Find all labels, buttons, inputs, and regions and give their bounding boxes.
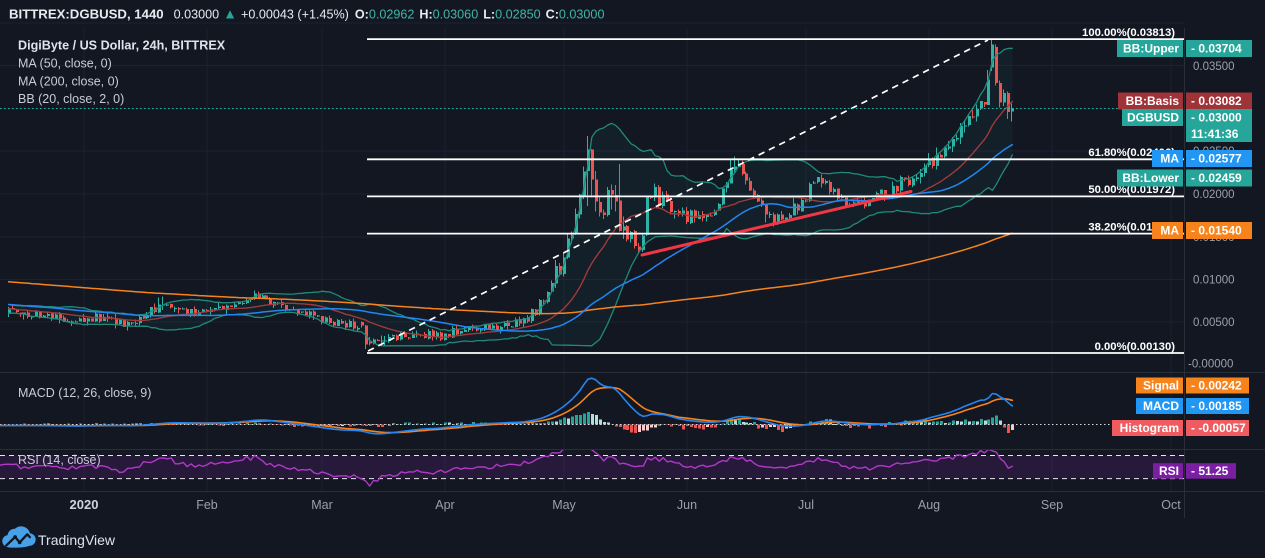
svg-text:- 0.02577: - 0.02577 [1191,152,1242,166]
svg-text:Jun: Jun [677,498,697,512]
svg-text:Signal: Signal [1143,379,1179,393]
svg-text:MA: MA [1160,152,1179,166]
svg-text:100.00%(0.03813): 100.00%(0.03813) [1082,27,1175,39]
svg-text:-0.00000: -0.00000 [1188,359,1233,371]
svg-text:11:41:36: 11:41:36 [1191,127,1239,141]
svg-text:- 0.03000: - 0.03000 [1191,111,1242,125]
svg-text:0.01000: 0.01000 [1193,275,1235,287]
svg-text:May: May [552,498,576,512]
svg-text:BB:Lower: BB:Lower [1122,171,1179,185]
svg-text:- 0.02459: - 0.02459 [1191,171,1242,185]
svg-text:0.00%(0.00130): 0.00%(0.00130) [1095,341,1176,353]
svg-text:0.03500: 0.03500 [1193,61,1235,73]
svg-text:0.00500: 0.00500 [1193,317,1235,329]
svg-text:- -0.00057: - -0.00057 [1191,421,1246,435]
svg-text:- 51.25: - 51.25 [1191,464,1229,478]
svg-text:50.00%(0.01972): 50.00%(0.01972) [1088,184,1175,196]
svg-text:Jul: Jul [798,498,814,512]
svg-text:Oct: Oct [1161,498,1181,512]
svg-text:DigiByte / US Dollar, 24h, BIT: DigiByte / US Dollar, 24h, BITTREX [18,39,226,53]
svg-text:0.02000: 0.02000 [1193,189,1235,201]
svg-text:2020: 2020 [70,497,99,512]
svg-text:RSI: RSI [1159,464,1179,478]
svg-text:MA (200, close, 0): MA (200, close, 0) [18,74,119,88]
svg-text:MA: MA [1160,224,1179,238]
svg-text:Sep: Sep [1041,498,1063,512]
svg-text:Histogram: Histogram [1120,421,1179,435]
svg-text:Apr: Apr [435,498,454,512]
svg-text:MA (50, close, 0): MA (50, close, 0) [18,57,112,71]
svg-text:BB:Basis: BB:Basis [1126,94,1180,108]
svg-text:Aug: Aug [918,498,940,512]
svg-text:- 0.03082: - 0.03082 [1191,94,1242,108]
svg-text:- 0.00242: - 0.00242 [1191,379,1242,393]
svg-text:BB (20, close, 2, 0): BB (20, close, 2, 0) [18,92,124,106]
svg-text:MACD (12, 26, close, 9): MACD (12, 26, close, 9) [18,386,151,400]
svg-text:Feb: Feb [196,498,218,512]
svg-text:Mar: Mar [311,498,333,512]
svg-text:MACD: MACD [1143,399,1179,413]
svg-text:BB:Upper: BB:Upper [1123,42,1179,56]
svg-text:- 0.00185: - 0.00185 [1191,399,1242,413]
svg-text:- 0.03704: - 0.03704 [1191,42,1242,56]
svg-text:DGBUSD: DGBUSD [1127,111,1179,125]
svg-text:RSI (14, close): RSI (14, close) [18,453,101,467]
svg-text:TradingView: TradingView [38,532,116,548]
svg-text:- 0.01540: - 0.01540 [1191,224,1242,238]
